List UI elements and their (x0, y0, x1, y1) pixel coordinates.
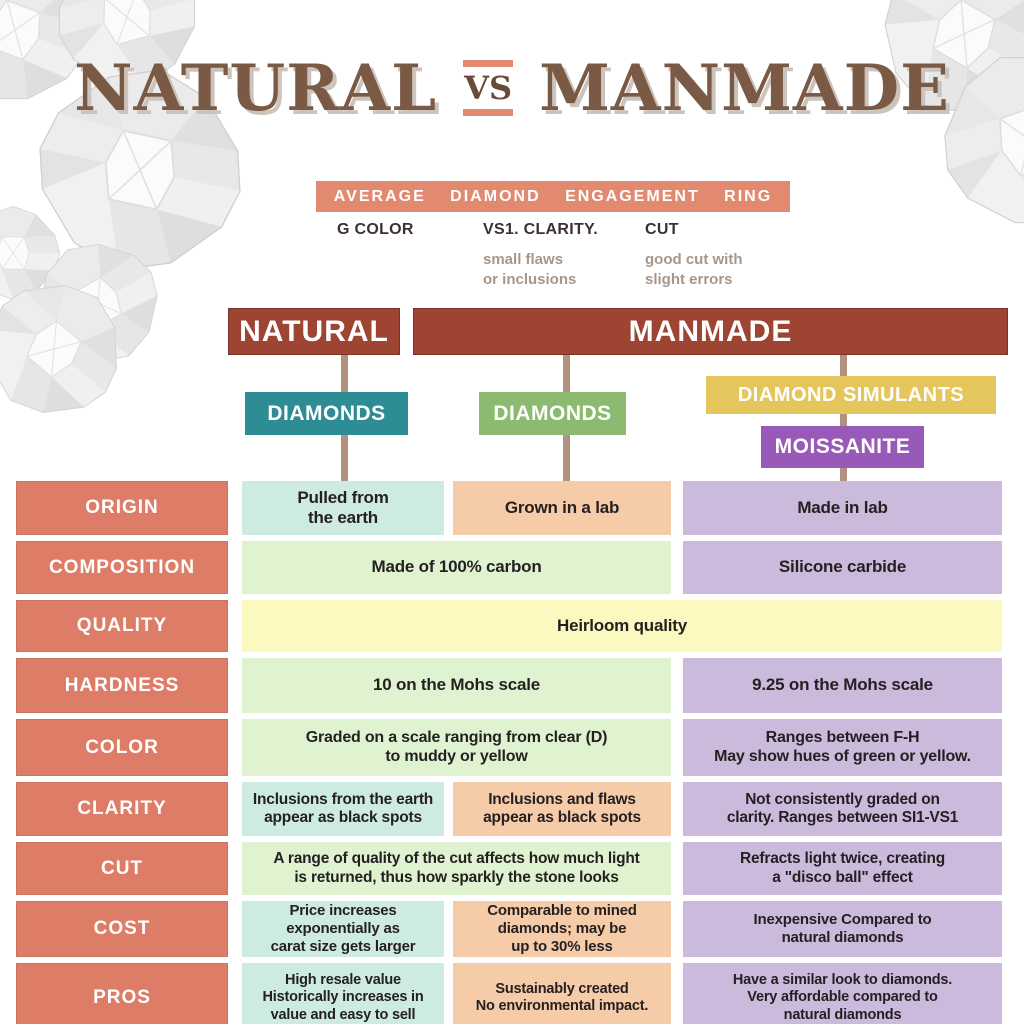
header-manmade: MANMADE (413, 308, 1008, 355)
box-natural-diamonds: DIAMONDS (245, 392, 408, 435)
table-cell: Heirloom quality (242, 600, 1002, 652)
tree-stem-simulants (840, 355, 847, 481)
average-ring-banner: AVERAGE DIAMOND ENGAGEMENT RING (316, 181, 790, 212)
table-cell: Sustainably created No environmental imp… (453, 963, 671, 1024)
table-cell: Made of 100% carbon (242, 541, 671, 594)
table-cell: Refracts light twice, creating a "disco … (683, 842, 1002, 895)
vs-divider-top-bar (463, 60, 514, 67)
ring-spec-label: VS1. CLARITY. (483, 221, 599, 238)
ring-spec-2: CUT good cut with slight errors (645, 221, 742, 289)
table-cell: Not consistently graded on clarity. Rang… (683, 782, 1002, 836)
table-cell: 9.25 on the Mohs scale (683, 658, 1002, 713)
table-cell: Inclusions from the earth appear as blac… (242, 782, 444, 836)
box-lab-diamonds: DIAMONDS (479, 392, 626, 435)
table-cell: Pulled from the earth (242, 481, 444, 535)
ring-spec-note: small flaws or inclusions (483, 251, 577, 288)
header-natural: NATURAL (228, 308, 400, 355)
vs-divider-bottom-bar (463, 109, 514, 116)
table-cell: Silicone carbide (683, 541, 1002, 594)
table-cell: Ranges between F-H May show hues of gree… (683, 719, 1002, 776)
table-cell: Have a similar look to diamonds. Very af… (683, 963, 1002, 1024)
row-label-cost: COST (16, 901, 228, 957)
box-moissanite: MOISSANITE (761, 426, 924, 468)
row-label-composition: COMPOSITION (16, 541, 228, 594)
box-moissanite-label: MOISSANITE (774, 435, 911, 458)
table-cell: Inclusions and flaws appear as black spo… (453, 782, 671, 836)
header-manmade-label: MANMADE (628, 314, 793, 348)
table-cell: Price increases exponentially as carat s… (242, 901, 444, 957)
table-cell: 10 on the Mohs scale (242, 658, 671, 713)
row-label-pros: PROS (16, 963, 228, 1024)
box-natural-diamonds-label: DIAMONDS (267, 401, 386, 425)
ring-spec-1: VS1. CLARITY. small flaws or inclusions (483, 221, 598, 289)
row-label-color: COLOR (16, 719, 228, 776)
row-label-quality: QUALITY (16, 600, 228, 652)
title-manmade: MANMADE (539, 50, 950, 126)
page-title: NATURAL VS MANMADE (0, 40, 1024, 136)
header-natural-label: NATURAL (239, 314, 389, 348)
table-cell: High resale value Historically increases… (242, 963, 444, 1024)
table-cell: A range of quality of the cut affects ho… (242, 842, 671, 895)
ring-spec-0: G COLOR (337, 221, 414, 239)
row-label-origin: ORIGIN (16, 481, 228, 535)
comparison-table: ORIGIN Pulled from the earth Grown in a la… (16, 481, 1002, 1024)
ring-spec-label: G COLOR (337, 221, 414, 238)
box-diamond-simulants-label: DIAMOND SIMULANTS (737, 383, 965, 406)
box-diamond-simulants: DIAMOND SIMULANTS (706, 376, 996, 414)
title-natural: NATURAL (74, 50, 438, 126)
ring-spec-note: good cut with slight errors (645, 251, 743, 288)
ring-spec-label: CUT (645, 221, 679, 238)
vs-badge: VS (463, 60, 514, 116)
table-cell: Grown in a lab (453, 481, 671, 535)
table-cell: Comparable to mined diamonds; may be up … (453, 901, 671, 957)
table-cell: Inexpensive Compared to natural diamonds (683, 901, 1002, 957)
table-cell: Made in lab (683, 481, 1002, 535)
row-label-cut: CUT (16, 842, 228, 895)
row-label-hardness: HARDNESS (16, 658, 228, 713)
table-cell: Graded on a scale ranging from clear (D)… (242, 719, 671, 776)
box-lab-diamonds-label: DIAMONDS (493, 401, 612, 425)
vs-label: VS (464, 69, 513, 107)
row-label-clarity: CLARITY (16, 782, 228, 836)
